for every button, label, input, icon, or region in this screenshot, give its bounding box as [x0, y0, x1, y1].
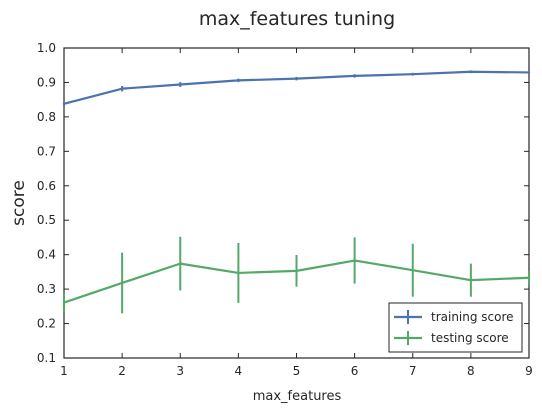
- y-tick-label: 0.6: [37, 179, 56, 193]
- legend: training score testing score: [388, 302, 523, 353]
- x-tick-label: 6: [351, 364, 359, 378]
- training-score-point: [295, 77, 298, 80]
- training-score-point: [527, 71, 531, 74]
- x-ticks: 1 2 3 4 5 6 7 8 9: [60, 48, 533, 378]
- y-tick-label: 1.0: [37, 41, 56, 55]
- chart-title: max_features tuning: [199, 8, 395, 30]
- testing-score-point: [469, 278, 473, 282]
- testing-score-point: [527, 276, 531, 279]
- testing-score-point: [295, 269, 298, 273]
- testing-score-point: [120, 281, 124, 285]
- testing-score-series: [62, 236, 531, 314]
- y-tick-label: 0.9: [37, 75, 56, 89]
- y-tick-label: 0.8: [37, 110, 56, 124]
- training-score-line: [63, 70, 530, 105]
- testing-score-point: [179, 262, 182, 265]
- x-axis-label: max_features: [253, 389, 342, 404]
- y-axis-label: score: [9, 180, 29, 226]
- x-tick-label: 3: [176, 364, 184, 378]
- x-tick-label: 9: [525, 364, 533, 378]
- y-tick-label: 0.7: [37, 144, 56, 158]
- training-score-point: [62, 102, 66, 106]
- x-tick-label: 2: [118, 364, 126, 378]
- y-tick-label: 0.5: [37, 213, 56, 227]
- y-tick-label: 0.2: [37, 317, 56, 331]
- testing-score-point: [411, 268, 414, 272]
- training-score-series: [62, 70, 531, 106]
- x-tick-label: 7: [409, 364, 417, 378]
- x-tick-label: 4: [235, 364, 243, 378]
- training-score-point: [237, 79, 240, 82]
- series-layer: [62, 70, 531, 314]
- y-ticks: 0.1 0.2 0.3 0.4 0.5 0.6 0.7 0.8 0.9 1.0: [37, 41, 529, 365]
- testing-score-point: [237, 271, 240, 275]
- legend-testing-score-label: testing score: [431, 331, 509, 345]
- x-tick-label: 1: [60, 364, 68, 378]
- legend-box: [388, 302, 523, 353]
- training-score-point: [469, 70, 473, 73]
- training-score-point: [120, 87, 124, 90]
- y-tick-label: 0.3: [37, 282, 56, 296]
- x-tick-label: 8: [467, 364, 475, 378]
- y-tick-label: 0.1: [37, 351, 56, 365]
- testing-score-point: [353, 259, 356, 262]
- y-tick-label: 0.4: [37, 248, 56, 262]
- training-score-point: [353, 74, 356, 78]
- x-tick-label: 5: [293, 364, 301, 378]
- training-score-point: [411, 72, 414, 76]
- testing-score-point: [62, 301, 66, 304]
- legend-training-score-label: training score: [431, 310, 514, 324]
- training-score-point: [179, 83, 182, 86]
